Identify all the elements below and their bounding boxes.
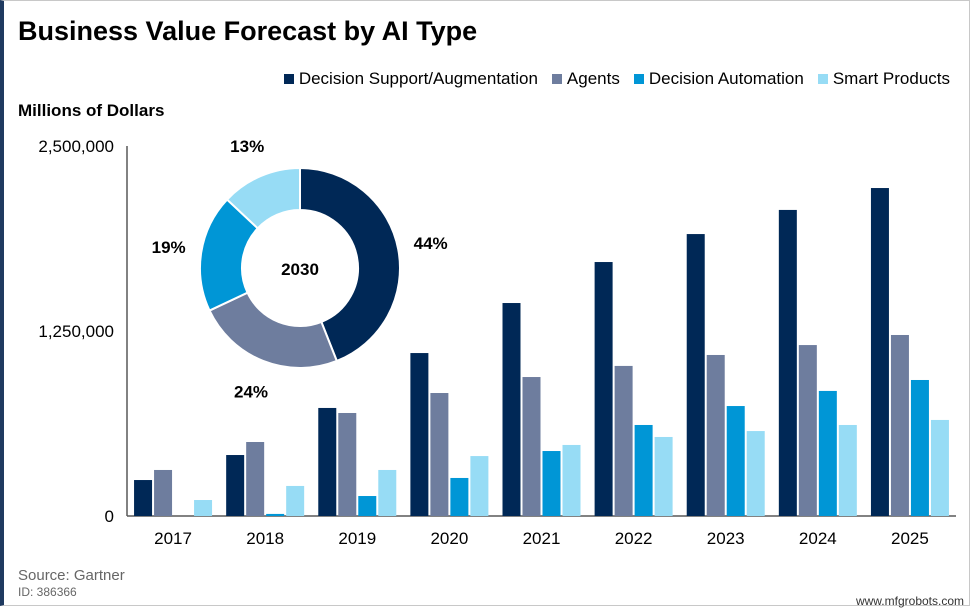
bar-decision-automation-2025 [910,379,929,516]
bar-smart-products-2025 [930,419,949,516]
y-tick-label: 2,500,000 [38,137,114,156]
legend: Decision Support/Augmentation Agents Decis… [283,69,950,89]
source-note: Source: Gartner [18,567,125,584]
bar-decision-support-augmentation-2024 [778,209,797,516]
bar-decision-automation-2020 [450,477,469,516]
bar-agents-2025 [890,334,909,516]
bar-decision-automation-2024 [818,390,837,516]
bar-agents-2018 [246,442,265,516]
x-tick-label: 2020 [430,529,468,548]
legend-item: Decision Automation [633,69,804,89]
donut-label: 44% [414,234,448,253]
x-tick-label: 2021 [523,529,561,548]
legend-item: Decision Support/Augmentation [283,69,538,89]
y-tick-label: 0 [105,507,114,526]
x-tick-label: 2018 [246,529,284,548]
bar-decision-support-augmentation-2021 [502,303,521,516]
bar-decision-support-augmentation-2022 [594,262,613,516]
legend-item: Smart Products [817,69,950,89]
bar-decision-automation-2018 [266,513,285,516]
x-tick-label: 2023 [707,529,745,548]
donut-center-label: 2030 [281,260,319,279]
y-tick-label: 1,250,000 [38,322,114,341]
bar-agents-2021 [522,377,541,516]
x-tick-label: 2017 [154,529,192,548]
bar-agents-2024 [798,345,817,516]
donut-label: 24% [234,383,268,402]
y-axis-label: Millions of Dollars [18,101,165,120]
chart-title: Business Value Forecast by AI Type [18,16,478,46]
x-tick-label: 2022 [615,529,653,548]
bar-decision-support-augmentation-2017 [134,480,153,516]
legend-label: Agents [566,69,620,88]
x-tick-label: 2019 [338,529,376,548]
chart-id: ID: 386366 [18,585,77,599]
bar-decision-support-augmentation-2020 [410,353,429,516]
bar-decision-support-augmentation-2019 [318,407,337,516]
donut-slice [225,166,301,230]
watermark: www.mfgrobots.com [855,594,964,608]
bar-decision-support-augmentation-2025 [870,188,889,517]
donut-label: 19% [152,238,186,257]
legend-label: Decision Support/Augmentation [298,69,538,88]
bar-agents-2022 [614,365,633,516]
x-tick-label: 2024 [799,529,837,548]
bar-smart-products-2020 [470,456,489,516]
bar-smart-products-2023 [746,431,765,516]
donut-slice [299,166,401,363]
legend-label: Decision Automation [648,69,804,88]
x-tick-label: 2025 [891,529,929,548]
bar-agents-2019 [338,412,357,516]
bar-smart-products-2021 [562,444,581,516]
bar-agents-2023 [706,354,725,516]
bar-agents-2020 [430,393,449,516]
donut-label: 13% [230,137,264,156]
bar-decision-support-augmentation-2023 [686,234,705,516]
donut-slice [208,291,339,369]
legend-item: Agents [551,69,620,89]
bar-smart-products-2022 [654,436,673,516]
legend-swatch [283,74,294,84]
bar-decision-automation-2019 [358,496,377,516]
bar-smart-products-2017 [194,500,213,516]
bar-decision-automation-2021 [542,451,561,516]
bar-smart-products-2018 [286,485,305,516]
bar-agents-2017 [154,469,173,516]
legend-swatch [633,74,644,84]
bar-decision-automation-2022 [634,424,653,516]
bar-decision-support-augmentation-2018 [226,455,245,516]
bar-decision-automation-2023 [726,406,745,516]
bar-smart-products-2024 [838,424,857,516]
legend-swatch [817,74,828,84]
legend-label: Smart Products [832,69,950,88]
legend-swatch [551,74,562,84]
bar-smart-products-2019 [378,469,397,516]
